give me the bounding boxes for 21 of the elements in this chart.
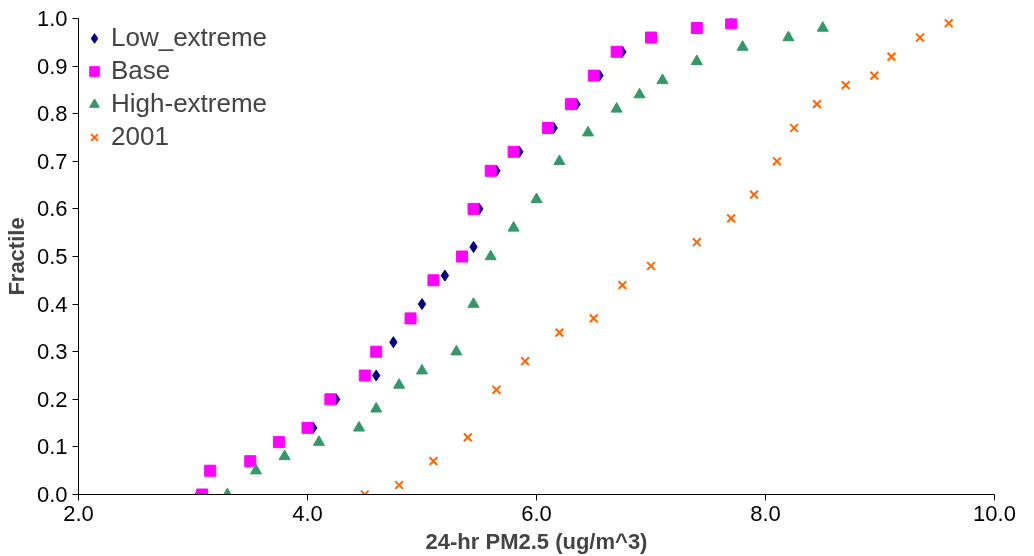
y-tick-label: 0.0 <box>36 482 68 507</box>
legend-label: Low_extreme <box>111 22 268 53</box>
y-tick-label: 0.4 <box>36 291 68 317</box>
y-tick-label: 0.1 <box>36 434 68 460</box>
y-tick-label: 0.5 <box>36 244 68 269</box>
x-tick-label: 6.0 <box>521 500 552 526</box>
x-tick-label: 10.0 <box>973 500 1016 526</box>
y-tick-label: 1.0 <box>36 6 68 31</box>
y-tick-label: 0.7 <box>36 148 68 174</box>
y-axis-title: Fractile <box>3 217 29 296</box>
legend-label: Base <box>111 55 171 86</box>
legend-label: 2001 <box>111 121 169 152</box>
x-tick-label: 4.0 <box>292 500 323 526</box>
legend-label: High-extreme <box>111 88 268 119</box>
y-tick-label: 0.8 <box>36 101 68 127</box>
x-axis-title: 24-hr PM2.5 (ug/m^3) <box>425 528 648 554</box>
x-tick-label: 8.0 <box>750 500 781 526</box>
y-tick-label: 0.3 <box>36 339 68 365</box>
y-tick-label: 0.2 <box>36 386 68 412</box>
y-tick-label: 0.6 <box>36 196 68 222</box>
y-tick-label: 0.9 <box>36 53 68 79</box>
